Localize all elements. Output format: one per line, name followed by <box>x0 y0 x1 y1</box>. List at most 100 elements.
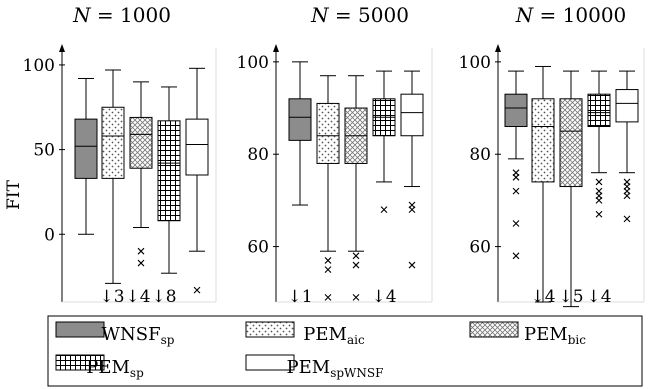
box-PEM_sp <box>157 86 181 274</box>
legend-label-base: WNSF <box>102 324 161 345</box>
box-body <box>587 93 611 128</box>
legend-label-sub: aic <box>347 333 365 347</box>
outlier-marker <box>408 261 416 269</box>
offscale-note: ↓4 <box>586 287 611 307</box>
legend-label-sub: spWNSF <box>330 366 383 380</box>
outlier-marker <box>408 206 416 214</box>
legend-label: PEMbic <box>524 324 586 347</box>
box-PEM_aic <box>316 75 340 301</box>
legend-label: WNSFsp <box>102 324 175 347</box>
box-body <box>316 102 340 164</box>
legend-label-base: PEM <box>287 357 331 378</box>
outlier-marker <box>352 252 360 260</box>
panel-3: N = 10000 60 80 100 ↓4 ↓5 ↓4 <box>459 3 645 308</box>
y-axis-label: FIT <box>4 179 24 210</box>
y-axis-arrow <box>59 44 65 52</box>
legend-label-sub: bic <box>568 333 587 347</box>
offscale-note: ↓4 <box>371 287 396 307</box>
outlier-marker <box>352 293 360 301</box>
offscale-note: ↓1 <box>287 287 312 307</box>
offscale-note: ↓5 <box>558 287 583 307</box>
panel-1: N = 1000 0 50 100 FIT ↓3 ↓4 ↓8 <box>4 3 217 307</box>
box-PEM_sp <box>587 70 611 218</box>
box-body <box>101 106 125 179</box>
legend-swatch <box>469 321 519 338</box>
outlier-marker <box>595 197 603 204</box>
legend-item-pem-sp: PEMsp <box>55 354 144 380</box>
panel-title: N = 5000 <box>310 3 409 27</box>
legend-item-pem-aic: PEMaic <box>245 321 365 347</box>
box-PEM_bic <box>129 81 153 267</box>
box-WNSF_sp <box>74 77 98 235</box>
box-PEM_bic <box>559 70 583 308</box>
y-tick-label: 60 <box>247 238 269 258</box>
box-WNSF_sp <box>504 70 528 260</box>
outlier-marker <box>137 247 145 255</box>
legend-label: PEMspWNSF <box>287 357 384 380</box>
legend-label-base: PEM <box>86 357 130 378</box>
panel-title-value: = 5000 <box>329 3 409 27</box>
outlier-marker <box>137 259 145 267</box>
y-axis-arrow <box>495 44 501 52</box>
box-body <box>504 93 528 128</box>
legend-swatch <box>245 354 295 371</box>
outlier-marker <box>380 206 388 214</box>
offscale-note: ↓4 <box>530 287 555 307</box>
box-PEM_sp <box>372 70 396 214</box>
outlier-marker <box>512 173 520 181</box>
legend-swatch <box>55 321 105 338</box>
legend-label-sub: sp <box>161 333 175 347</box>
box-body <box>531 98 555 183</box>
outlier-marker <box>324 293 332 301</box>
y-tick-label: 50 <box>33 141 55 161</box>
y-tick-label: 60 <box>469 238 491 258</box>
box-body <box>129 116 153 169</box>
outlier-marker <box>512 220 520 227</box>
legend-label: PEMsp <box>86 357 144 380</box>
box-body <box>74 118 98 179</box>
box-PEM_spWNSF <box>400 70 424 269</box>
legend-label: PEMaic <box>303 324 365 347</box>
y-tick-label: 0 <box>44 225 55 245</box>
outlier-marker <box>623 215 631 223</box>
legend-label-base: PEM <box>303 324 347 345</box>
panel-title: N = 1000 <box>72 3 171 27</box>
legend-label-base: PEM <box>524 324 568 345</box>
y-axis-arrow <box>273 44 279 52</box>
outlier-marker <box>324 257 332 264</box>
box-PEM_bic <box>344 75 368 301</box>
legend-item-pem-bic: PEMbic <box>469 321 586 347</box>
offscale-note: ↓3 <box>99 287 124 307</box>
outlier-marker <box>193 286 201 294</box>
panel-title-value: = 1000 <box>91 3 171 27</box>
legend-swatch <box>245 321 295 338</box>
outlier-marker <box>595 210 603 218</box>
panel-title: N = 10000 <box>515 3 627 27</box>
outlier-marker <box>512 187 520 195</box>
outlier-marker <box>324 266 332 274</box>
legend-label-sub: sp <box>130 366 144 380</box>
y-tick-label: 80 <box>469 145 491 165</box>
offscale-note: ↓4 <box>125 287 150 307</box>
panel-title-var: N <box>310 3 330 27</box>
y-tick-label: 80 <box>247 145 269 165</box>
outlier-marker <box>512 252 520 260</box>
panel-title-var: N <box>72 3 92 27</box>
outlier-marker <box>595 178 603 186</box>
y-tick-label: 100 <box>237 53 269 73</box>
y-tick-label: 100 <box>23 56 55 76</box>
box-PEM_spWNSF <box>615 70 639 223</box>
box-body <box>157 120 181 222</box>
offscale-note: ↓8 <box>151 287 176 307</box>
box-PEM_spWNSF <box>185 67 209 294</box>
panel-title-value: = 10000 <box>533 3 626 27</box>
box-body <box>400 93 424 137</box>
outlier-marker <box>623 192 631 200</box>
panel-title-var: N <box>515 3 535 27</box>
y-tick-label: 100 <box>459 53 491 73</box>
box-PEM_aic <box>531 65 555 303</box>
legend-item-pem-spwnsf: PEMspWNSF <box>245 354 384 380</box>
box-body <box>559 98 583 188</box>
